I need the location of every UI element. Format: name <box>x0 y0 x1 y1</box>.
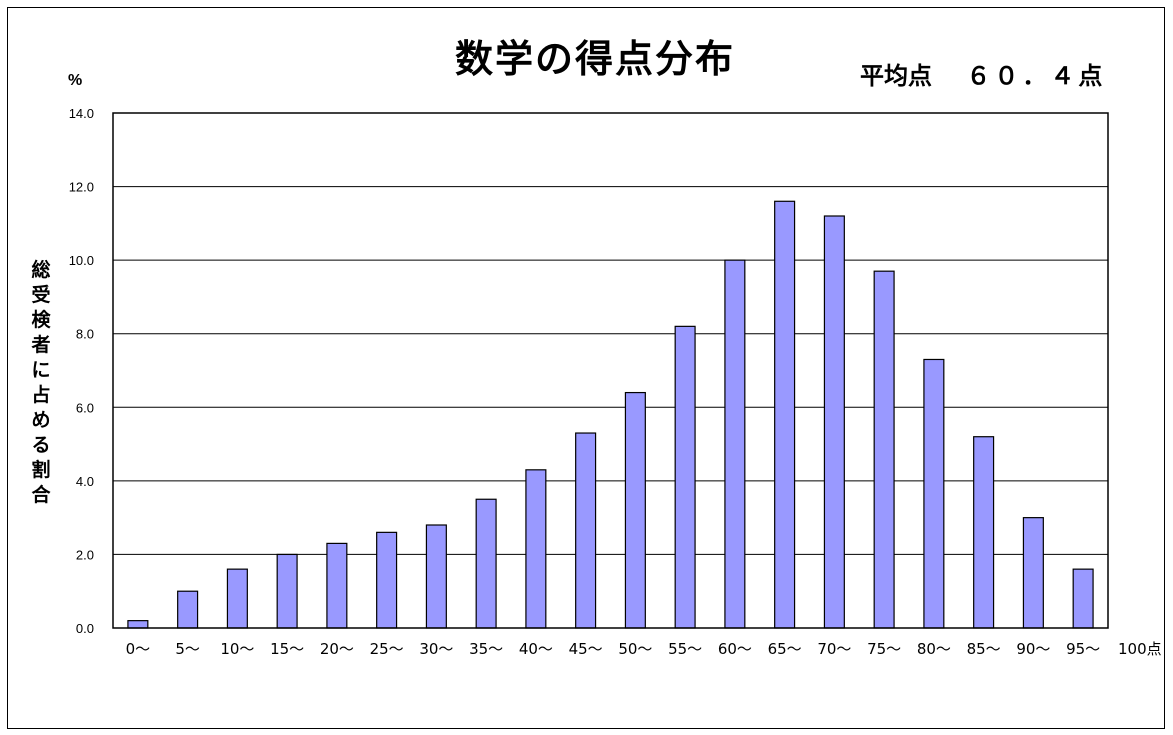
x-tick-label: 20～ <box>320 640 354 658</box>
bar <box>475 498 497 629</box>
bar <box>973 436 995 629</box>
bar <box>525 469 547 629</box>
bar <box>376 531 398 629</box>
y-axis-ticks: 0.0 2.0 4.0 6.0 8.0 10.0 12.0 14.0 <box>69 106 94 636</box>
bar <box>276 553 298 629</box>
x-axis-ticks: 0～ 5～ 10～ 15～ 20～ 25～ 30～ 35～ 40～ 45～ 50～ 55～ 60～ 65～… <box>126 640 1101 658</box>
x-tick-label: 45～ <box>569 640 603 658</box>
plot-area-border <box>112 112 1109 629</box>
bar <box>575 432 597 629</box>
bar <box>774 200 796 629</box>
x-tick-label: 55～ <box>668 640 702 658</box>
x-tick-label: 70～ <box>817 640 851 658</box>
x-tick-label: 60～ <box>718 640 752 658</box>
bar <box>823 215 845 629</box>
bar <box>624 391 646 629</box>
average-score-label: 平均点 <box>860 62 932 90</box>
x-tick-label: 40～ <box>519 640 553 658</box>
y-tick-label: 0.0 <box>76 621 94 636</box>
x-tick-label: 5～ <box>175 640 200 658</box>
y-axis-label: 総受検者に占める割合 <box>31 259 51 506</box>
bar <box>127 620 149 629</box>
bar <box>724 259 746 629</box>
x-axis-unit: 100点 <box>1118 640 1162 658</box>
average-score: 平均点 ６０．４点 <box>860 56 1106 91</box>
bar <box>226 568 248 629</box>
x-tick-label: 50～ <box>618 640 652 658</box>
bar <box>177 590 199 629</box>
bar <box>674 325 696 629</box>
average-score-value: ６０．４点 <box>966 62 1107 90</box>
x-tick-label: 30～ <box>419 640 453 658</box>
x-tick-label: 0～ <box>126 640 151 658</box>
y-tick-label: 4.0 <box>76 474 94 489</box>
bar <box>1022 517 1044 629</box>
bars <box>127 200 1094 629</box>
x-tick-label: 95～ <box>1066 640 1100 658</box>
y-tick-label: 8.0 <box>76 327 94 342</box>
x-tick-label: 10～ <box>220 640 254 658</box>
x-tick-label: 35～ <box>469 640 503 658</box>
bar <box>923 358 945 629</box>
y-tick-label: 14.0 <box>69 106 94 121</box>
bar <box>326 542 348 629</box>
x-tick-label: 90～ <box>1016 640 1050 658</box>
bar <box>1072 568 1094 629</box>
x-tick-label: 65～ <box>768 640 802 658</box>
gridlines <box>113 186 1108 555</box>
x-tick-label: 25～ <box>370 640 404 658</box>
bar <box>873 270 895 629</box>
x-tick-label: 15～ <box>270 640 304 658</box>
bar <box>425 524 447 629</box>
y-tick-label: 2.0 <box>76 547 94 562</box>
y-tick-label: 10.0 <box>69 253 94 268</box>
chart-title: 数学の得点分布 <box>455 37 736 81</box>
x-tick-label: 75～ <box>867 640 901 658</box>
y-tick-label: 12.0 <box>69 180 94 195</box>
x-tick-label: 80～ <box>917 640 951 658</box>
x-tick-label: 85～ <box>967 640 1001 658</box>
y-tick-label: 6.0 <box>76 400 94 415</box>
y-axis-unit: % <box>68 72 82 89</box>
